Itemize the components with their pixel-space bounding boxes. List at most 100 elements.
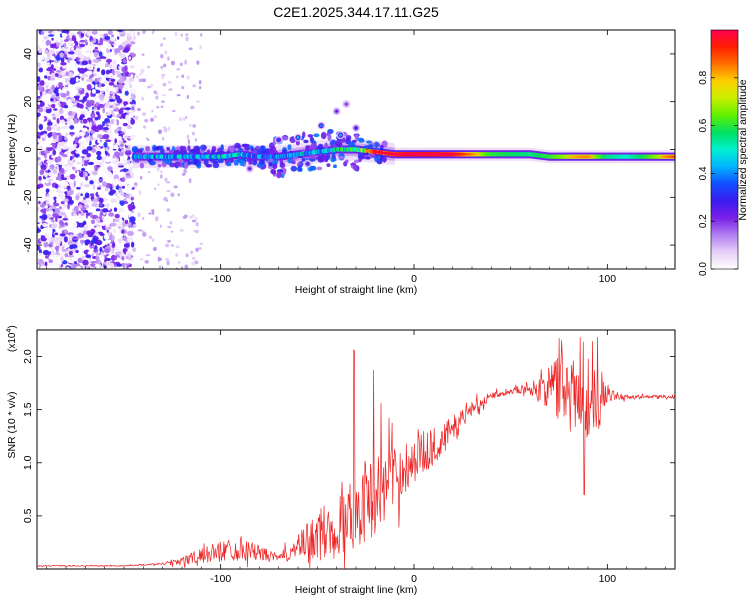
noise-cell <box>107 207 111 211</box>
noise-cell <box>42 92 48 96</box>
noise-cell <box>102 134 110 140</box>
noise-cell <box>81 149 89 155</box>
noise-cell <box>104 220 110 228</box>
noise-cell <box>57 30 61 33</box>
noise-cell <box>137 229 143 232</box>
noise-cell <box>54 232 59 236</box>
noise-cell <box>59 206 62 210</box>
spectrogram-panel: -100 0 100 -40 -20 0 20 40 Height of straight l… <box>6 29 676 296</box>
ridge-texture <box>153 146 160 151</box>
noise-cell <box>103 74 110 79</box>
noise-cell <box>79 43 86 48</box>
noise-cell <box>78 67 86 74</box>
noise-cell <box>110 62 118 69</box>
noise-cell <box>93 146 101 151</box>
noise-cell <box>62 217 69 221</box>
noise-cell <box>137 212 141 218</box>
ridge-texture <box>145 146 151 152</box>
noise-cell <box>70 226 75 233</box>
ridge-texture <box>139 162 145 169</box>
noise-cell <box>75 182 81 185</box>
ridge-texture <box>189 148 197 154</box>
noise-cell <box>52 176 57 181</box>
noise-cell <box>188 47 193 51</box>
noise-cell <box>37 62 41 68</box>
noise-cell <box>158 265 162 269</box>
noise-cell <box>55 105 59 109</box>
noise-cell <box>39 90 43 97</box>
noise-cell <box>76 179 83 183</box>
ridge-texture <box>332 164 337 169</box>
ridge-texture <box>348 141 356 149</box>
snr-xtick-label: -100 <box>210 573 231 585</box>
noise-cell <box>93 95 99 100</box>
ridge-texture <box>250 146 254 152</box>
noise-cell <box>59 219 64 226</box>
noise-cell <box>100 90 105 93</box>
noise-cell <box>176 93 181 97</box>
noise-cell <box>48 259 53 264</box>
noise-cell <box>81 93 85 98</box>
noise-cell <box>50 225 57 229</box>
noise-cell <box>51 103 56 109</box>
noise-cell <box>93 70 98 74</box>
noise-cell <box>181 85 185 90</box>
noise-cell <box>44 261 48 267</box>
noise-cell <box>56 156 62 163</box>
noise-cell <box>177 193 181 197</box>
noise-cell <box>71 35 76 42</box>
noise-cell <box>60 184 67 189</box>
noise-cell <box>50 210 54 215</box>
noise-cell <box>45 188 50 193</box>
noise-cell <box>175 245 180 249</box>
ridge-texture <box>234 142 241 149</box>
noise-cell <box>68 51 75 55</box>
noise-cell <box>129 93 136 100</box>
feature-point <box>306 162 310 166</box>
spectrogram-ytick-label: -20 <box>22 190 34 205</box>
noise-cell <box>108 81 115 86</box>
noise-cell <box>37 228 42 233</box>
noise-cell <box>52 149 57 156</box>
noise-cell <box>109 64 112 69</box>
noise-cell <box>132 247 137 253</box>
noise-cell <box>84 239 90 246</box>
colorbar-tick-label: 0.6 <box>698 118 709 132</box>
noise-cell <box>166 260 170 266</box>
noise-cell <box>186 75 191 80</box>
noise-cell <box>82 197 86 200</box>
noise-cell <box>108 73 112 79</box>
noise-cell <box>107 243 110 248</box>
noise-cell <box>74 41 79 47</box>
noise-cell <box>81 60 89 66</box>
noise-cell <box>131 106 135 111</box>
noise-cell <box>124 126 127 129</box>
noise-cell <box>179 229 184 232</box>
noise-cell <box>125 142 129 146</box>
colorbar-tick-label: 0.4 <box>698 166 709 180</box>
noise-cell <box>85 136 91 143</box>
noise-cell <box>138 78 143 83</box>
noise-cell <box>46 193 50 198</box>
noise-cell <box>58 194 64 198</box>
noise-cell <box>118 238 123 244</box>
noise-cell <box>40 225 44 230</box>
noise-cell <box>58 109 64 115</box>
noise-cell <box>82 145 86 148</box>
noise-cell <box>44 75 48 79</box>
noise-cell <box>123 248 127 256</box>
noise-cell <box>93 165 97 169</box>
noise-cell <box>112 154 116 159</box>
ridge-texture <box>281 136 289 141</box>
noise-cell <box>192 256 196 260</box>
noise-cell <box>113 119 117 126</box>
noise-cell <box>114 48 121 54</box>
noise-cell <box>46 146 54 152</box>
ridge-texture <box>272 163 278 170</box>
ridge-texture <box>317 143 324 149</box>
ridge-texture <box>305 145 310 151</box>
ridge-texture <box>358 138 365 143</box>
noise-cell <box>119 206 124 209</box>
ridge-texture <box>331 158 337 162</box>
ridge-texture <box>374 155 380 163</box>
